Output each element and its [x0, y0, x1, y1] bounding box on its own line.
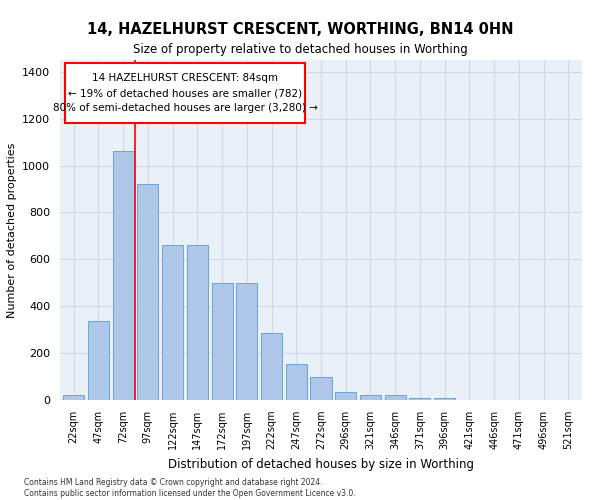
Bar — [113, 152, 134, 400]
Bar — [162, 245, 183, 400]
Text: 14, HAZELHURST CRESCENT, WORTHING, BN14 0HN: 14, HAZELHURST CRESCENT, WORTHING, BN14 … — [87, 22, 513, 38]
Bar — [286, 364, 307, 400]
X-axis label: Distribution of detached houses by size in Worthing: Distribution of detached houses by size … — [168, 458, 474, 470]
Text: 14 HAZELHURST CRESCENT: 84sqm
← 19% of detached houses are smaller (782)
80% of : 14 HAZELHURST CRESCENT: 84sqm ← 19% of d… — [53, 74, 318, 113]
Text: Size of property relative to detached houses in Worthing: Size of property relative to detached ho… — [133, 42, 467, 56]
Bar — [88, 322, 109, 400]
Bar — [137, 184, 158, 400]
Bar — [409, 398, 430, 400]
Bar — [63, 396, 84, 400]
Text: Contains HM Land Registry data © Crown copyright and database right 2024.
Contai: Contains HM Land Registry data © Crown c… — [24, 478, 356, 498]
Bar — [360, 396, 381, 400]
Bar — [212, 283, 233, 400]
Bar — [434, 398, 455, 400]
FancyBboxPatch shape — [65, 64, 305, 123]
Bar — [261, 333, 282, 400]
Bar — [335, 392, 356, 400]
Bar — [236, 283, 257, 400]
Y-axis label: Number of detached properties: Number of detached properties — [7, 142, 17, 318]
Bar — [310, 376, 332, 400]
Bar — [187, 245, 208, 400]
Bar — [385, 396, 406, 400]
